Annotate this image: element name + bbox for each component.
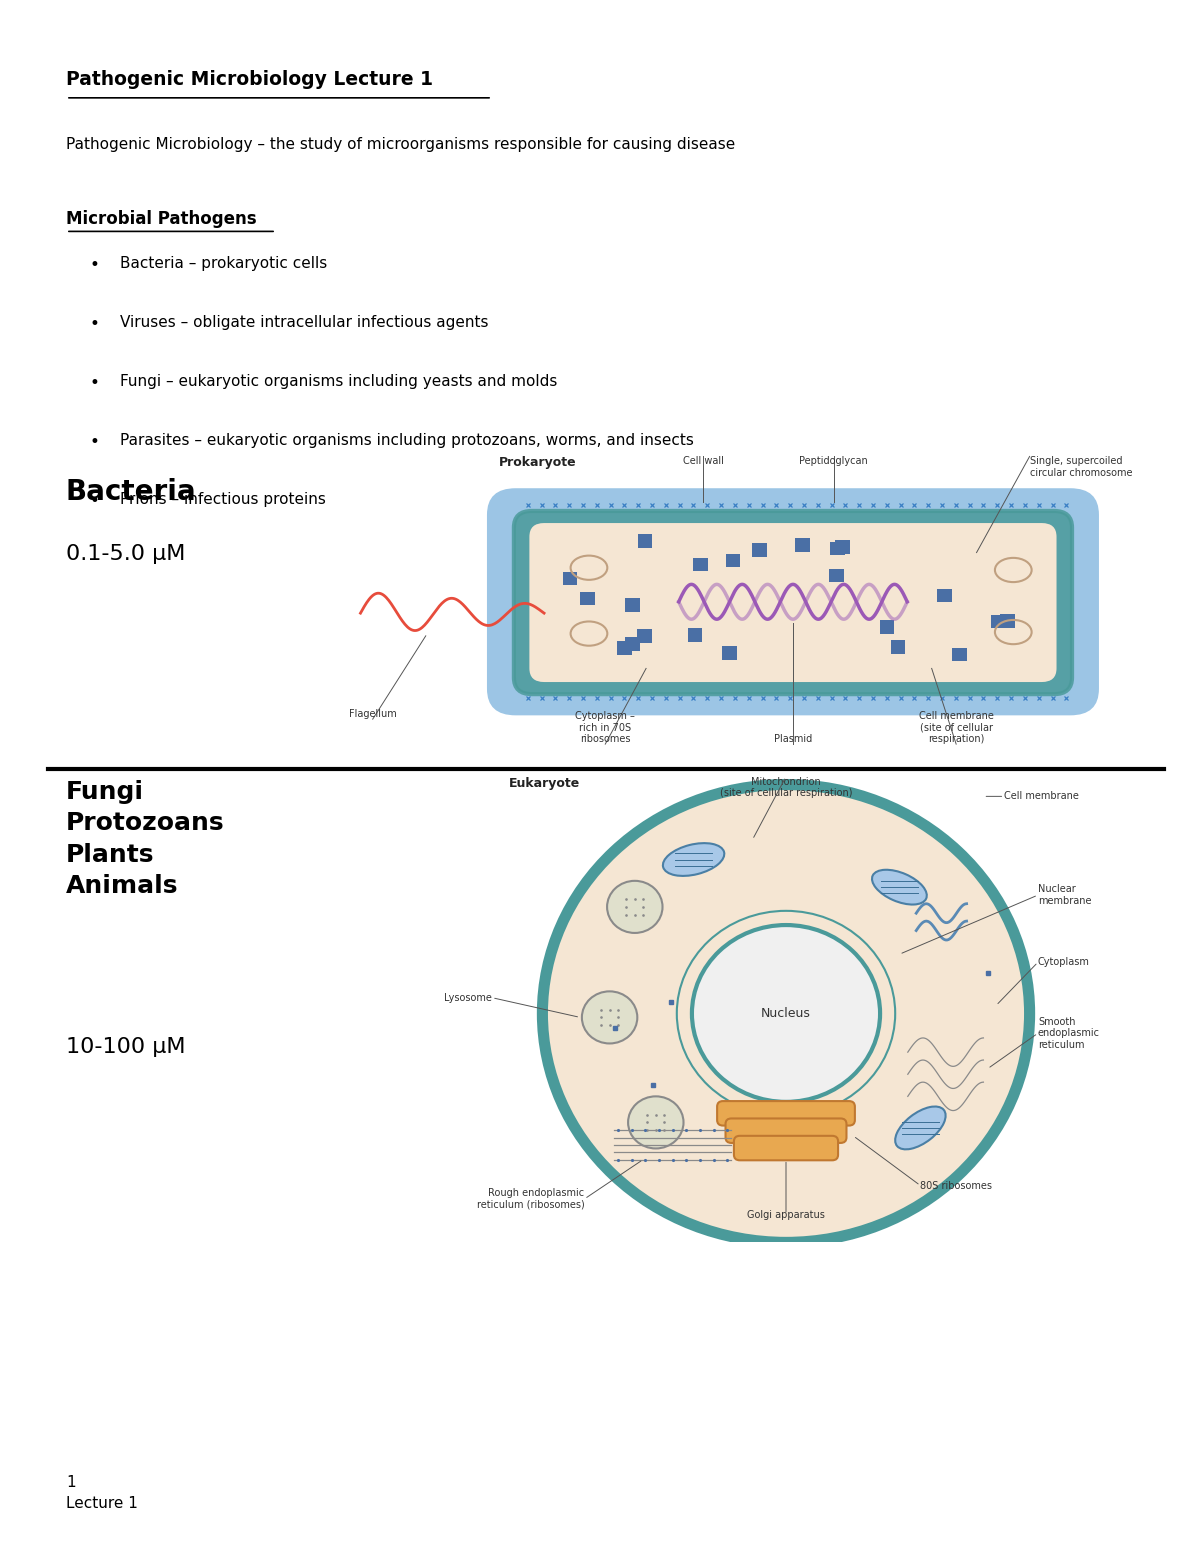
Text: 80S ribosomes: 80S ribosomes (920, 1180, 992, 1191)
Text: Peptidoglycan: Peptidoglycan (799, 457, 868, 466)
Text: •: • (90, 315, 100, 334)
Ellipse shape (872, 870, 926, 904)
Text: Cytoplasm –
rich in 70S
ribosomes: Cytoplasm – rich in 70S ribosomes (575, 711, 635, 744)
FancyBboxPatch shape (835, 540, 850, 554)
Text: Pathogenic Microbiology – the study of microorganisms responsible for causing di: Pathogenic Microbiology – the study of m… (66, 137, 736, 152)
Text: Lecture 1: Lecture 1 (66, 1496, 138, 1511)
Text: •: • (90, 492, 100, 511)
Text: Prions – infectious proteins: Prions – infectious proteins (120, 492, 326, 508)
Circle shape (692, 926, 880, 1103)
Text: Cell membrane: Cell membrane (1004, 792, 1079, 801)
FancyBboxPatch shape (830, 542, 845, 556)
Text: Fungi – eukaryotic organisms including yeasts and molds: Fungi – eukaryotic organisms including y… (120, 374, 557, 390)
Text: •: • (90, 256, 100, 275)
Text: Golgi apparatus: Golgi apparatus (748, 1210, 824, 1219)
FancyBboxPatch shape (937, 589, 952, 603)
Text: Microbial Pathogens: Microbial Pathogens (66, 210, 257, 228)
Text: Flagellum: Flagellum (349, 710, 396, 719)
FancyBboxPatch shape (726, 1118, 846, 1143)
Text: 0.1-5.0 μM: 0.1-5.0 μM (66, 544, 185, 564)
Circle shape (542, 784, 1030, 1242)
Text: 10-100 μM: 10-100 μM (66, 1037, 186, 1058)
Text: Nucleus: Nucleus (761, 1006, 811, 1020)
FancyBboxPatch shape (794, 537, 810, 551)
FancyBboxPatch shape (890, 640, 905, 654)
FancyBboxPatch shape (829, 568, 844, 582)
Text: Cell wall: Cell wall (683, 457, 724, 466)
FancyBboxPatch shape (637, 534, 653, 548)
Text: Eukaryote: Eukaryote (509, 776, 580, 789)
FancyBboxPatch shape (953, 648, 967, 662)
Text: Fungi
Protozoans
Plants
Animals: Fungi Protozoans Plants Animals (66, 780, 224, 898)
FancyBboxPatch shape (1001, 613, 1015, 627)
Text: Plasmid: Plasmid (774, 735, 812, 744)
Text: Viruses – obligate intracellular infectious agents: Viruses – obligate intracellular infecti… (120, 315, 488, 331)
FancyBboxPatch shape (880, 620, 894, 634)
Circle shape (628, 1096, 684, 1149)
Text: Mitochondrion
(site of cellular respiration): Mitochondrion (site of cellular respirat… (720, 776, 852, 798)
FancyBboxPatch shape (718, 1101, 854, 1126)
Text: Nuclear
membrane: Nuclear membrane (1038, 884, 1092, 905)
Text: Single, supercoiled
circular chromosome: Single, supercoiled circular chromosome (1030, 457, 1132, 478)
Text: •: • (90, 433, 100, 452)
Text: 1: 1 (66, 1475, 76, 1491)
FancyBboxPatch shape (625, 637, 640, 651)
Text: Cytoplasm: Cytoplasm (1038, 957, 1090, 968)
FancyBboxPatch shape (487, 488, 1099, 716)
Text: •: • (90, 374, 100, 393)
Circle shape (607, 881, 662, 933)
FancyBboxPatch shape (529, 523, 1056, 682)
FancyBboxPatch shape (991, 615, 1006, 629)
FancyBboxPatch shape (726, 554, 740, 567)
FancyBboxPatch shape (752, 544, 767, 558)
FancyBboxPatch shape (734, 1135, 838, 1160)
Text: Parasites – eukaryotic organisms including protozoans, worms, and insects: Parasites – eukaryotic organisms includi… (120, 433, 694, 449)
Ellipse shape (895, 1106, 946, 1149)
Text: Cell membrane
(site of cellular
respiration): Cell membrane (site of cellular respirat… (919, 711, 994, 744)
Circle shape (582, 991, 637, 1044)
Text: Bacteria – prokaryotic cells: Bacteria – prokaryotic cells (120, 256, 328, 272)
FancyBboxPatch shape (580, 592, 594, 606)
Text: Prokaryote: Prokaryote (499, 457, 577, 469)
FancyBboxPatch shape (625, 598, 640, 612)
Text: Smooth
endoplasmic
reticulum: Smooth endoplasmic reticulum (1038, 1017, 1100, 1050)
FancyBboxPatch shape (688, 627, 702, 641)
Text: Rough endoplasmic
reticulum (ribosomes): Rough endoplasmic reticulum (ribosomes) (476, 1188, 584, 1210)
Ellipse shape (662, 843, 725, 876)
FancyBboxPatch shape (722, 646, 737, 660)
Text: Pathogenic Microbiology Lecture 1: Pathogenic Microbiology Lecture 1 (66, 70, 433, 89)
FancyBboxPatch shape (617, 641, 632, 655)
FancyBboxPatch shape (514, 511, 1072, 694)
Text: Bacteria: Bacteria (66, 478, 197, 506)
FancyBboxPatch shape (694, 558, 708, 572)
Text: Lysosome: Lysosome (444, 992, 492, 1003)
FancyBboxPatch shape (637, 629, 652, 643)
FancyBboxPatch shape (563, 572, 577, 585)
